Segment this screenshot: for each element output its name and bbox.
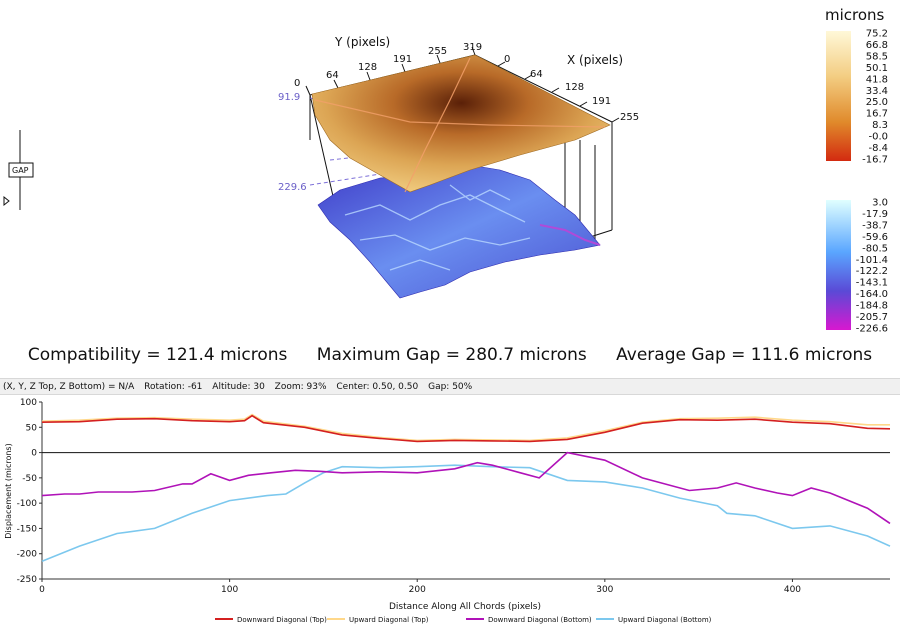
surface-3d-view[interactable]: Y (pixels) X (pixels) 0 64 128 191 255 3… [0, 0, 900, 340]
series-line-1 [41, 413, 890, 442]
legend-top-colorbar [826, 31, 851, 161]
chart-frame [41, 402, 890, 580]
legend-value: -164.0 [856, 289, 888, 300]
legend-value: 50.1 [866, 63, 888, 74]
y-tick-label: -100 [17, 499, 38, 509]
y-tick: 255 [428, 46, 447, 57]
status-gap: Gap: 50% [428, 382, 473, 392]
x-tick-label: 200 [409, 585, 426, 595]
legend-entry: Upward Diagonal (Bottom) [618, 616, 712, 624]
legend-value: 25.0 [866, 97, 888, 108]
legend-entry: Downward Diagonal (Bottom) [488, 616, 592, 624]
top-surface-chord-up [404, 57, 471, 193]
tick-marks [305, 46, 620, 123]
status-altitude: Altitude: 30 [212, 382, 265, 392]
legend-value: 41.8 [866, 74, 888, 85]
legend-top-labels: 75.266.858.550.141.833.425.016.78.3-0.0-… [862, 29, 888, 166]
summary-line: Compatibility = 121.4 microns Maximum Ga… [0, 345, 900, 365]
legend-value: -38.7 [862, 220, 888, 231]
y-tick: 128 [358, 62, 377, 73]
avg-gap-value: Average Gap = 111.6 microns [616, 345, 873, 365]
gap-slider[interactable]: GAP [3, 130, 34, 210]
y-tick: 64 [326, 70, 339, 81]
legend-value: 66.8 [866, 40, 888, 51]
x-tick: 64 [530, 69, 543, 80]
legend-value: -16.7 [862, 155, 888, 166]
legend-value: 16.7 [866, 109, 888, 120]
legend-title: microns [825, 6, 885, 24]
series-line-3 [41, 464, 891, 563]
legend-value: -122.2 [856, 266, 888, 277]
bottom-surface [317, 164, 601, 299]
legend-value: -0.0 [868, 132, 888, 143]
legend-value: -8.4 [868, 143, 888, 154]
x-ticks: 0 64 128 128 191 255 [504, 54, 639, 123]
x-tick: 0 [504, 54, 510, 65]
compatibility-value: Compatibility = 121.4 microns [27, 345, 288, 365]
z-label-top: 91.9 [278, 92, 300, 103]
y-tick: 0 [294, 78, 300, 89]
y-tick-label: 50 [26, 423, 38, 433]
y-tick: 319 [463, 42, 482, 53]
z-label-bottom: 229.6 [278, 182, 307, 193]
y-tick: 191 [393, 54, 412, 65]
x-tick-label: 300 [596, 585, 613, 595]
legend-value: -80.5 [862, 243, 888, 254]
status-zoom: Zoom: 93% [274, 382, 327, 392]
legend-entry: Downward Diagonal (Top) [237, 616, 327, 624]
y-tick-label: -50 [22, 474, 37, 484]
top-surface-chord-down [314, 99, 606, 128]
chart-series [41, 413, 891, 563]
x-tick: 128 [565, 82, 584, 93]
x-axis-label: X (pixels) [567, 53, 623, 67]
legend-value: -101.4 [856, 255, 888, 266]
legend-bottom-labels: 3.0-17.9-38.7-59.6-80.5-101.4-122.2-143.… [856, 198, 888, 335]
legend-value: 33.4 [866, 86, 888, 97]
legend-value: 8.3 [872, 120, 888, 131]
y-tick-label: 100 [20, 398, 37, 408]
gap-slider-label: GAP [12, 166, 29, 175]
bottom-surface-violet-edge [539, 224, 601, 246]
y-tick-label: -150 [17, 524, 38, 534]
status-center: Center: 0.50, 0.50 [336, 382, 419, 392]
x-tick: 191 [592, 96, 611, 107]
y-tick-label: 0 [31, 449, 37, 459]
status-rotation: Rotation: -61 [144, 382, 203, 392]
legend-value: -184.8 [856, 301, 888, 312]
chart-legend: Downward Diagonal (Top) Upward Diagonal (… [215, 616, 712, 624]
legend-value: -205.7 [856, 312, 888, 323]
legend-value: 75.2 [866, 29, 888, 40]
gap-slider-arrow-icon[interactable] [3, 195, 10, 207]
legend-value: -143.1 [856, 278, 888, 289]
status-coords: (X, Y, Z Top, Z Bottom) = N/A [3, 382, 135, 392]
legend-value: -226.6 [856, 324, 888, 335]
y-tick-label: -250 [17, 575, 38, 585]
gap-slider-handle[interactable] [8, 162, 34, 178]
legend-entry: Upward Diagonal (Top) [349, 616, 429, 624]
max-gap-value: Maximum Gap = 280.7 microns [316, 345, 587, 365]
legend-value: 3.0 [872, 198, 888, 209]
x-tick-label: 0 [39, 585, 45, 595]
chart-x-label: Distance Along All Chords (pixels) [389, 602, 541, 612]
legend-bottom-colorbar [826, 200, 851, 330]
x-tick: 255 [620, 112, 639, 123]
bottom-surface-highlights [344, 184, 531, 271]
y-axis-label: Y (pixels) [334, 35, 390, 49]
legend-value: 58.5 [866, 51, 888, 62]
legend-value: -59.6 [862, 232, 888, 243]
x-tick-label: 400 [784, 585, 801, 595]
legend-value: -17.9 [862, 209, 888, 220]
series-line-0 [41, 414, 891, 443]
status-bar: (X, Y, Z Top, Z Bottom) = N/A Rotation: … [0, 378, 900, 395]
series-line-2 [41, 451, 891, 525]
y-ticks: 0 64 128 191 255 319 [294, 42, 482, 89]
y-tick-label: -200 [17, 550, 38, 560]
x-tick-label: 100 [221, 585, 238, 595]
chart-y-label: Displacement (microns) [4, 443, 13, 538]
